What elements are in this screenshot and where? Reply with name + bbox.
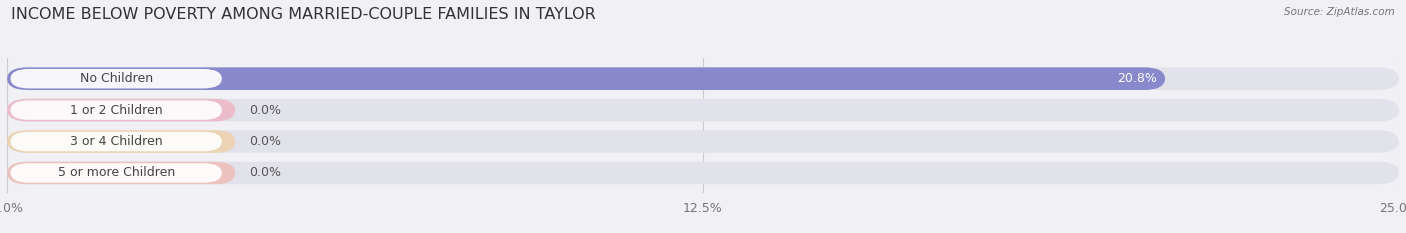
Text: 3 or 4 Children: 3 or 4 Children: [70, 135, 163, 148]
Text: 0.0%: 0.0%: [249, 135, 281, 148]
Text: 5 or more Children: 5 or more Children: [58, 166, 174, 179]
FancyBboxPatch shape: [7, 162, 235, 184]
Text: 20.8%: 20.8%: [1116, 72, 1157, 85]
FancyBboxPatch shape: [10, 132, 222, 151]
FancyBboxPatch shape: [10, 100, 222, 120]
FancyBboxPatch shape: [7, 130, 235, 153]
Text: 0.0%: 0.0%: [249, 104, 281, 116]
FancyBboxPatch shape: [10, 163, 222, 183]
Text: 1 or 2 Children: 1 or 2 Children: [70, 104, 163, 116]
Text: Source: ZipAtlas.com: Source: ZipAtlas.com: [1284, 7, 1395, 17]
FancyBboxPatch shape: [7, 162, 1399, 184]
FancyBboxPatch shape: [7, 67, 1166, 90]
Text: INCOME BELOW POVERTY AMONG MARRIED-COUPLE FAMILIES IN TAYLOR: INCOME BELOW POVERTY AMONG MARRIED-COUPL…: [11, 7, 596, 22]
FancyBboxPatch shape: [10, 69, 222, 88]
FancyBboxPatch shape: [7, 67, 1399, 90]
FancyBboxPatch shape: [7, 99, 235, 121]
FancyBboxPatch shape: [7, 130, 1399, 153]
Text: No Children: No Children: [80, 72, 153, 85]
FancyBboxPatch shape: [7, 99, 1399, 121]
Text: 0.0%: 0.0%: [249, 166, 281, 179]
